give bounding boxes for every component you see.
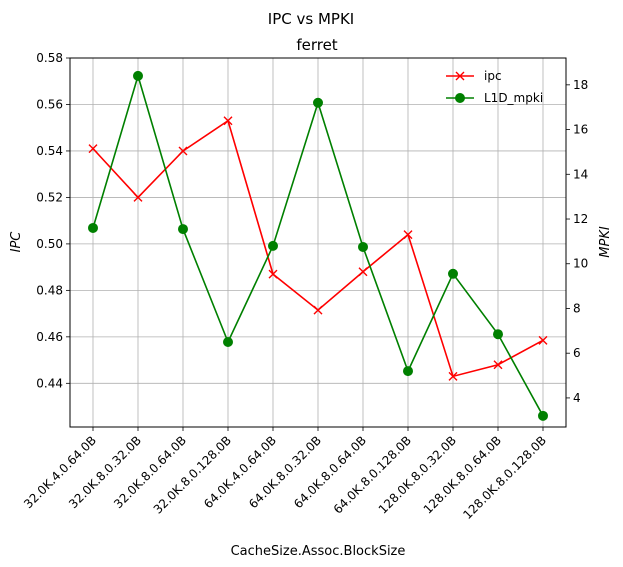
data-point-l1d-mpki	[493, 329, 503, 340]
y-tick-label-right: 10	[573, 257, 588, 271]
data-point-l1d-mpki	[268, 240, 278, 251]
data-point-l1d-mpki	[448, 268, 458, 279]
x-tick-label: 32.0K.8.0.128.0B	[151, 433, 234, 516]
chart-title: ferret	[296, 36, 337, 54]
legend-label-ipc: ipc	[484, 69, 502, 83]
y-tick-label-left: 0.50	[36, 237, 63, 251]
y-tick-label-left: 0.46	[36, 330, 63, 344]
data-point-l1d-mpki	[538, 410, 548, 421]
y-tick-label-right: 6	[573, 346, 581, 360]
y-tick-label-right: 14	[573, 167, 588, 181]
y-tick-label-right: 8	[573, 301, 581, 315]
y-axis-label-right: MPKI	[598, 226, 613, 258]
y-tick-label-left: 0.54	[36, 144, 63, 158]
legend: ipc L1D_mpki	[446, 69, 543, 105]
y-tick-label-left: 0.56	[36, 97, 63, 111]
data-point-l1d-mpki	[223, 337, 233, 348]
data-point-ipc	[178, 146, 188, 156]
data-point-l1d-mpki	[358, 241, 368, 252]
data-point-l1d-mpki	[178, 224, 188, 235]
y-tick-label-left: 0.44	[36, 376, 63, 390]
y-tick-label-right: 4	[573, 391, 581, 405]
data-point-ipc	[538, 335, 548, 345]
data-point-ipc	[448, 371, 458, 381]
data-point-ipc	[133, 192, 143, 202]
data-point-l1d-mpki	[133, 70, 143, 81]
x-tick-label: 64.0K.8.0.128.0B	[331, 433, 414, 516]
y-axis-label-left: IPC	[9, 231, 24, 253]
y-tick-label-right: 18	[573, 78, 588, 92]
y-tick-label-left: 0.48	[36, 283, 63, 297]
data-point-ipc	[493, 360, 503, 370]
x-tick-label: 128.0K.8.0.128.0B	[460, 433, 549, 522]
x-tick-label: 128.0K.8.0.32.0B	[376, 433, 459, 516]
axes: 32.0K.4.0.64.0B32.0K.8.0.32.0B32.0K.8.0.…	[21, 51, 588, 522]
y-tick-label-right: 16	[573, 123, 588, 137]
y-tick-label-right: 12	[573, 212, 588, 226]
data-point-ipc	[88, 144, 98, 154]
x-tick-label: 128.0K.8.0.64.0B	[421, 433, 504, 516]
data-point-ipc	[358, 267, 368, 277]
series-layer	[88, 70, 548, 421]
chart-suptitle: IPC vs MPKI	[268, 10, 354, 28]
y-tick-label-left: 0.58	[36, 51, 63, 65]
data-point-l1d-mpki	[88, 222, 98, 233]
x-axis-label: CacheSize.Assoc.BlockSize	[231, 544, 406, 559]
data-point-l1d-mpki	[313, 97, 323, 108]
y-tick-label-left: 0.52	[36, 190, 63, 204]
legend-marker-l1d-mpki	[455, 93, 465, 103]
legend-label-l1d-mpki: L1D_mpki	[484, 91, 543, 105]
data-point-ipc	[313, 305, 323, 315]
data-point-ipc	[403, 230, 413, 240]
data-point-l1d-mpki	[403, 366, 413, 377]
legend-marker-ipc	[455, 71, 465, 81]
data-point-ipc	[223, 116, 233, 126]
grid	[70, 57, 566, 427]
data-point-ipc	[268, 269, 278, 279]
